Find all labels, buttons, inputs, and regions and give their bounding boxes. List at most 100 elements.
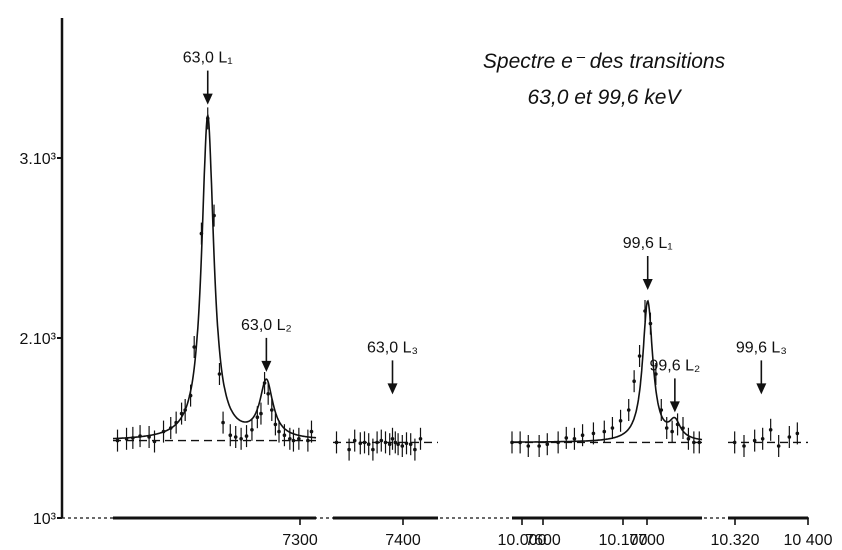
data-point bbox=[239, 437, 243, 441]
data-point bbox=[188, 393, 193, 398]
data-point bbox=[205, 116, 210, 121]
y-tick-label: 10³ bbox=[33, 511, 57, 528]
title-line-1: Spectre e⁻ des transitions bbox=[483, 50, 726, 73]
data-point bbox=[250, 428, 254, 432]
x-tick-label: 7700 bbox=[629, 532, 665, 549]
data-point bbox=[654, 372, 658, 376]
data-point bbox=[518, 440, 522, 445]
data-point bbox=[618, 419, 623, 423]
data-point bbox=[387, 442, 392, 447]
data-point bbox=[309, 429, 314, 434]
peak-label: 99,6 L₂ bbox=[650, 357, 701, 374]
x-tick-label: 10.320 bbox=[711, 532, 760, 549]
peak-label: 63,0 L₂ bbox=[241, 317, 292, 334]
axes: 10³ 2.10³ 3.10³ 7300 7400 7600 7700 10.000 10.10… bbox=[20, 18, 833, 549]
data-point bbox=[526, 444, 531, 448]
x-tick-label: 7400 bbox=[385, 532, 421, 549]
data-points bbox=[115, 107, 800, 461]
data-point bbox=[233, 435, 238, 439]
data-point bbox=[787, 435, 792, 439]
data-point bbox=[404, 441, 409, 446]
data-point bbox=[347, 447, 351, 452]
data-point bbox=[681, 426, 685, 430]
data-point bbox=[262, 381, 267, 385]
title-line-2: 63,0 et 99,6 keV bbox=[528, 86, 683, 109]
peak-arrow-head bbox=[756, 383, 767, 395]
peak-arrow-head bbox=[202, 93, 213, 105]
data-point bbox=[632, 379, 636, 384]
data-point bbox=[124, 437, 129, 441]
data-point bbox=[168, 426, 173, 430]
data-point bbox=[375, 440, 379, 445]
data-point bbox=[776, 444, 781, 448]
data-point bbox=[199, 231, 204, 236]
data-point bbox=[686, 437, 691, 441]
peak-label: 99,6 L₁ bbox=[623, 235, 673, 252]
data-point bbox=[306, 438, 310, 443]
data-point bbox=[760, 437, 765, 441]
data-point bbox=[602, 429, 607, 434]
data-point bbox=[221, 420, 225, 425]
data-point bbox=[591, 431, 596, 436]
fit-curve-0 bbox=[113, 114, 317, 440]
data-point bbox=[266, 392, 270, 396]
data-point bbox=[179, 411, 184, 416]
data-point bbox=[138, 434, 142, 438]
peak-arrow-head bbox=[261, 360, 272, 372]
peak-arrow-head bbox=[669, 401, 680, 413]
data-point bbox=[288, 437, 292, 441]
data-point bbox=[379, 438, 384, 443]
data-point bbox=[408, 442, 413, 447]
data-point bbox=[556, 440, 560, 445]
data-point bbox=[648, 321, 653, 326]
data-point bbox=[537, 444, 541, 448]
data-point bbox=[418, 437, 423, 441]
data-point bbox=[732, 440, 737, 445]
data-point bbox=[147, 435, 151, 439]
x-tick-label: 7600 bbox=[525, 532, 561, 549]
data-point bbox=[670, 429, 674, 434]
data-point bbox=[352, 438, 357, 443]
peak-label: 99,6 L₃ bbox=[736, 339, 787, 356]
x-tick-label: 7300 bbox=[282, 532, 318, 549]
data-point bbox=[259, 411, 263, 416]
data-point bbox=[393, 440, 398, 445]
data-point bbox=[768, 428, 773, 432]
peak-arrow-head bbox=[642, 279, 653, 290]
data-point bbox=[371, 447, 375, 452]
data-point bbox=[255, 415, 260, 420]
data-point bbox=[659, 408, 664, 412]
data-point bbox=[742, 444, 746, 448]
data-point bbox=[564, 436, 569, 440]
data-point bbox=[580, 433, 585, 438]
fit-curve-2 bbox=[512, 299, 703, 443]
chart-title: Spectre e⁻ des transitions 63,0 et 99,6 … bbox=[483, 50, 726, 109]
data-point bbox=[277, 429, 281, 434]
x-tick-label: 10.000 bbox=[498, 532, 547, 549]
data-point bbox=[152, 439, 157, 444]
x-tick-label: 10.100 bbox=[599, 532, 648, 549]
data-point bbox=[217, 372, 222, 376]
data-point bbox=[362, 440, 367, 445]
peak-arrow-head bbox=[387, 383, 398, 395]
data-point bbox=[664, 426, 669, 430]
x-tick-label: 10 400 bbox=[784, 532, 833, 549]
peak-annotations: 63,0 L₁ 63,0 L₂ 63,0 L₃ 99,6 L₁ 99,6 L₂ 99,6 … bbox=[183, 50, 787, 413]
data-point bbox=[510, 440, 514, 445]
data-point bbox=[366, 442, 371, 447]
data-point bbox=[291, 438, 296, 443]
data-point bbox=[334, 440, 339, 445]
data-point bbox=[752, 438, 757, 443]
data-point bbox=[131, 436, 135, 440]
data-point bbox=[637, 354, 642, 358]
data-point bbox=[413, 447, 417, 452]
data-point bbox=[358, 441, 363, 446]
data-point bbox=[697, 440, 702, 445]
peak-label: 63,0 L₁ bbox=[183, 50, 233, 67]
data-point bbox=[400, 444, 405, 448]
data-point bbox=[161, 429, 166, 434]
data-point bbox=[610, 426, 615, 430]
data-point bbox=[545, 442, 550, 447]
data-point bbox=[183, 408, 187, 412]
data-point bbox=[212, 213, 216, 218]
